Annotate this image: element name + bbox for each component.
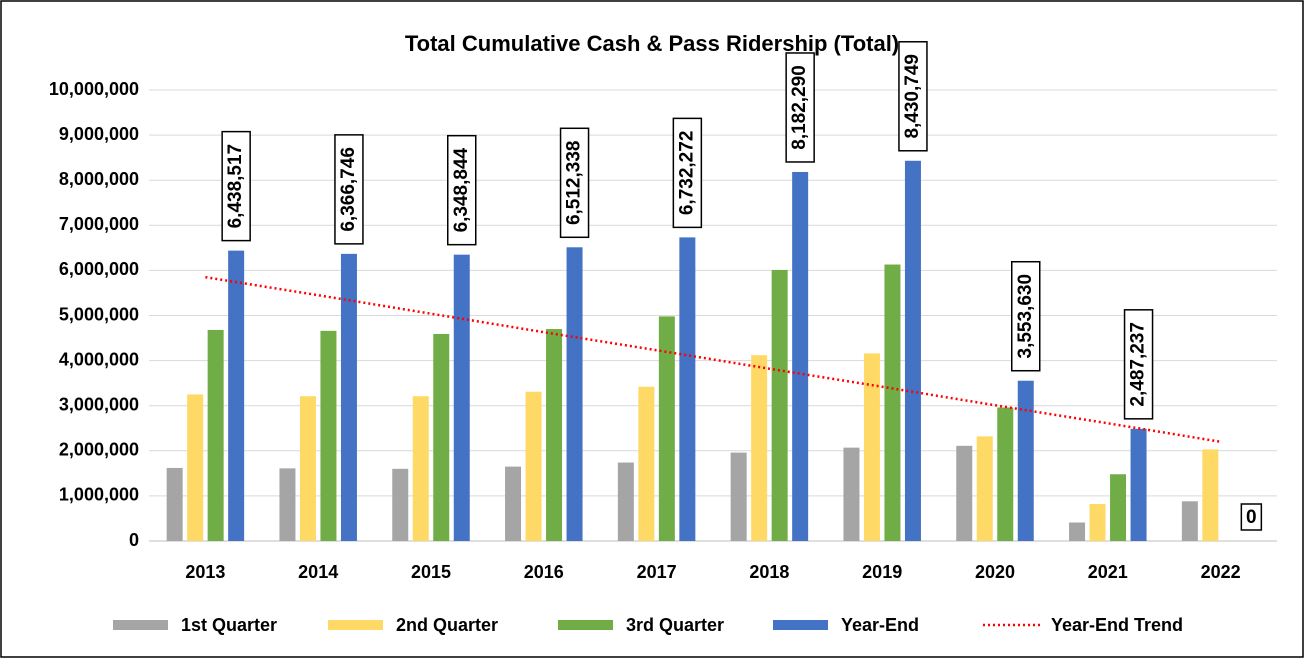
legend-swatch — [113, 620, 168, 630]
data-label: 2,487,237 — [1128, 322, 1149, 407]
data-label: 6,348,844 — [451, 147, 472, 232]
y-tick-label: 7,000,000 — [59, 214, 139, 234]
x-tick-label: 2020 — [975, 562, 1015, 582]
data-label: 6,732,272 — [676, 131, 697, 216]
x-tick-label: 2017 — [637, 562, 677, 582]
legend-swatch — [773, 620, 828, 630]
bar — [792, 171, 809, 542]
x-tick-label: 2022 — [1201, 562, 1241, 582]
data-label-box — [1240, 503, 1263, 531]
bar — [771, 269, 788, 541]
bar — [320, 330, 337, 541]
y-tick-label: 0 — [129, 530, 139, 550]
y-tick-label: 3,000,000 — [59, 394, 139, 414]
legend-label: 3rd Quarter — [626, 615, 724, 635]
y-tick-label: 5,000,000 — [59, 304, 139, 324]
bar — [187, 394, 204, 541]
data-label-box — [898, 41, 928, 152]
data-label-box — [334, 134, 364, 245]
bar — [679, 237, 696, 542]
legend-swatch — [558, 620, 613, 630]
bar — [279, 468, 296, 541]
bar — [1110, 474, 1127, 541]
data-label: 8,182,290 — [789, 65, 810, 150]
data-label: 8,430,749 — [902, 54, 923, 139]
bar — [751, 355, 768, 541]
bar — [228, 250, 245, 542]
bar — [863, 353, 880, 541]
bar — [1181, 501, 1198, 541]
x-tick-label: 2013 — [185, 562, 225, 582]
data-label-box — [1123, 309, 1154, 420]
x-tick-label: 2015 — [411, 562, 451, 582]
data-label: 6,438,517 — [225, 144, 246, 229]
y-tick-label: 2,000,000 — [59, 440, 139, 460]
data-label: 0 — [1246, 507, 1257, 528]
bar — [525, 391, 542, 541]
bar — [638, 386, 655, 541]
bar — [546, 329, 563, 541]
bar — [843, 447, 860, 541]
bar — [566, 247, 583, 541]
x-tick-label: 2018 — [749, 562, 789, 582]
data-label: 3,553,630 — [1015, 274, 1036, 359]
data-label-box — [785, 52, 815, 163]
legend-swatch — [328, 620, 383, 630]
bar — [299, 396, 316, 541]
legend-label: Year-End Trend — [1051, 615, 1183, 635]
bar — [166, 467, 183, 541]
bar — [1069, 522, 1086, 541]
legend-label: Year-End — [841, 615, 919, 635]
data-label-box — [221, 130, 251, 242]
y-tick-label: 10,000,000 — [49, 79, 139, 99]
trend-line — [205, 275, 1221, 444]
bar — [976, 436, 993, 541]
y-tick-label: 4,000,000 — [59, 349, 139, 369]
legend-label: 2nd Quarter — [396, 615, 498, 635]
bar — [412, 396, 429, 541]
bar — [956, 445, 973, 541]
bar — [433, 333, 450, 541]
bar — [617, 462, 634, 541]
bar — [207, 329, 224, 541]
x-tick-label: 2019 — [862, 562, 902, 582]
bar — [1130, 428, 1147, 541]
y-tick-label: 9,000,000 — [59, 124, 139, 144]
bar — [1017, 380, 1034, 541]
bar — [658, 316, 675, 541]
bar — [340, 253, 357, 542]
bar — [453, 254, 470, 542]
bar — [904, 160, 921, 541]
y-tick-label: 8,000,000 — [59, 169, 139, 189]
y-tick-label: 6,000,000 — [59, 259, 139, 279]
data-label-box — [447, 134, 477, 246]
data-label-box — [559, 127, 590, 239]
data-label-box — [672, 117, 703, 229]
bar — [392, 468, 409, 541]
bar — [1202, 449, 1219, 541]
bar — [730, 452, 747, 541]
bar — [1089, 504, 1106, 541]
x-tick-label: 2016 — [524, 562, 564, 582]
x-tick-label: 2014 — [298, 562, 338, 582]
bar — [505, 466, 522, 541]
bar — [884, 264, 901, 541]
data-label: 6,366,746 — [338, 147, 359, 232]
legend-label: 1st Quarter — [181, 615, 277, 635]
x-tick-label: 2021 — [1088, 562, 1128, 582]
bar — [997, 407, 1014, 541]
y-tick-label: 1,000,000 — [59, 485, 139, 505]
data-label: 6,512,338 — [564, 141, 585, 226]
data-label-box — [1011, 260, 1041, 372]
chart-title: Total Cumulative Cash & Pass Ridership (… — [405, 31, 899, 56]
